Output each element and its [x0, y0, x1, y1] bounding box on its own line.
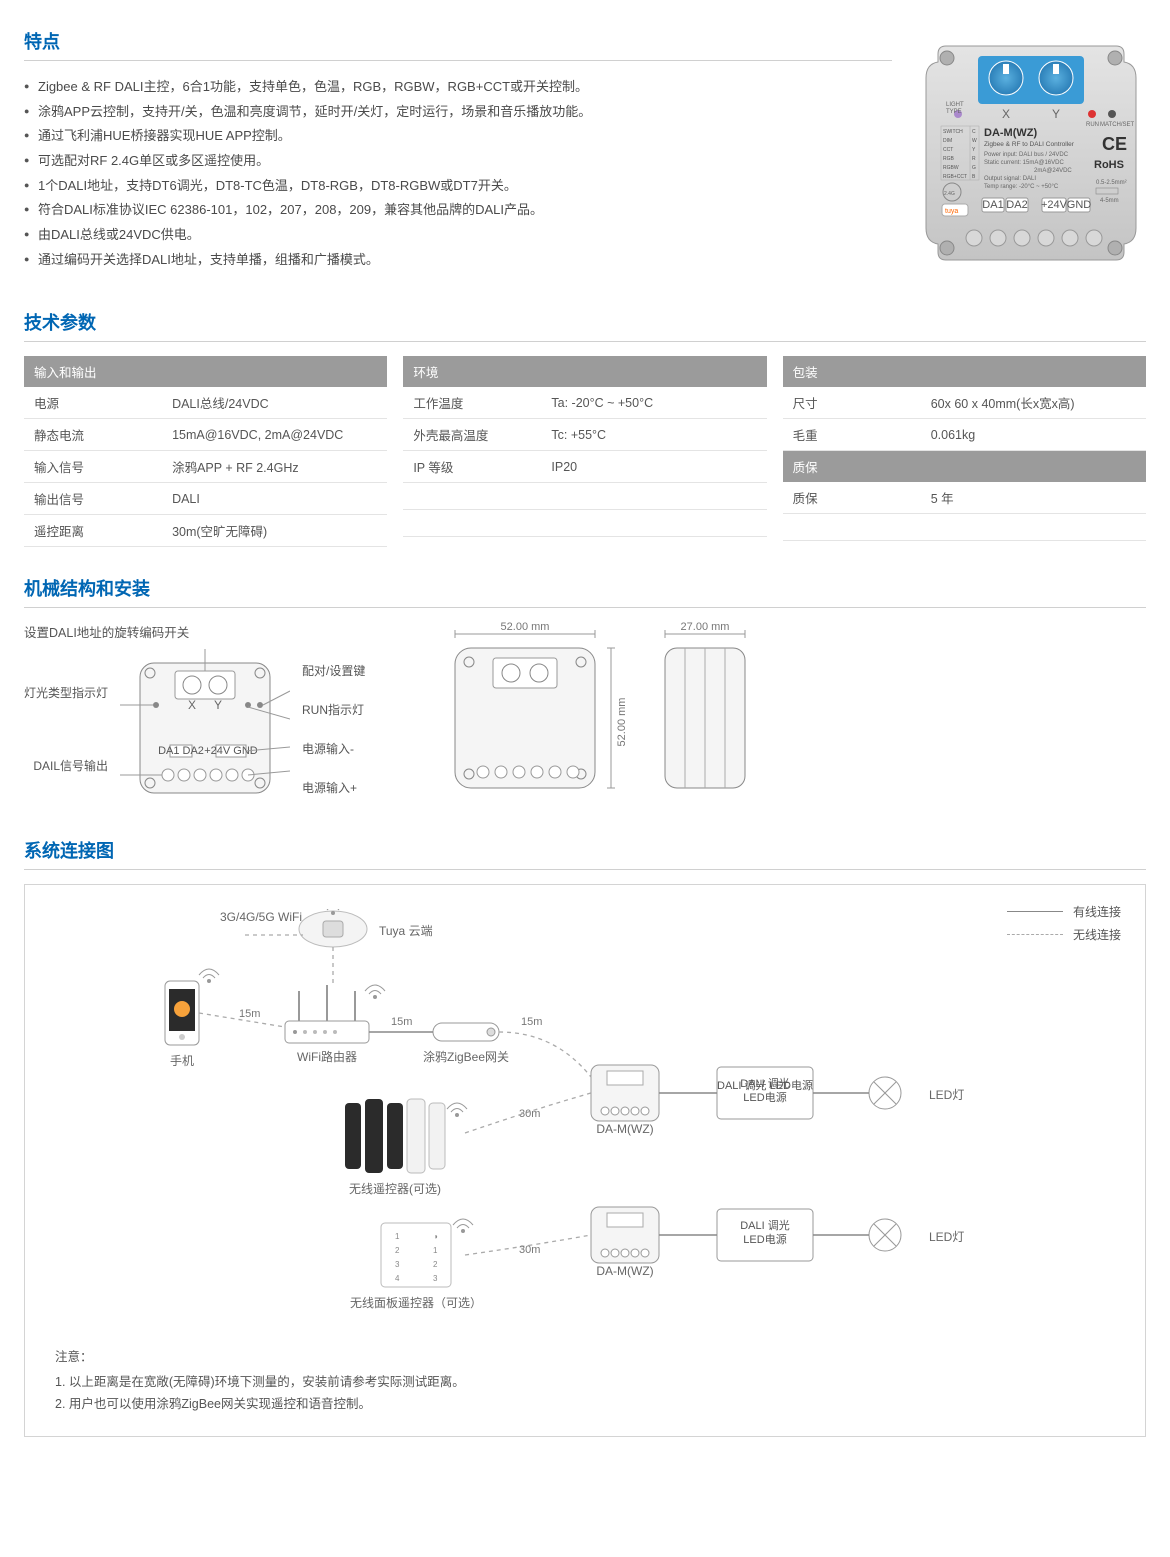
- svg-text:DIM: DIM: [943, 138, 952, 144]
- svg-text:RoHS: RoHS: [1094, 159, 1124, 171]
- svg-text:DALI 调光: DALI 调光: [740, 1218, 790, 1232]
- svg-text:无线遥控器(可选): 无线遥控器(可选): [349, 1182, 441, 1196]
- svg-text:Output signal: DALI: Output signal: DALI: [984, 176, 1036, 182]
- legend: 有线连接 无线连接: [1007, 903, 1121, 949]
- svg-text:DA2: DA2: [1006, 199, 1027, 211]
- mech-label: DAIL信号输出: [24, 757, 108, 774]
- svg-text:R: R: [972, 156, 976, 162]
- svg-text:LED电源: LED电源: [743, 1090, 786, 1104]
- svg-text:DA1 DA2: DA1 DA2: [158, 745, 204, 757]
- svg-text:0.5-2.5mm²: 0.5-2.5mm²: [1096, 180, 1127, 186]
- feature-item: 1个DALI地址，支持DT6调光，DT8-TC色温，DT8-RGB，DT8-RG…: [24, 174, 892, 199]
- svg-text:手机: 手机: [170, 1054, 194, 1068]
- mech-label: 电源输入-: [302, 740, 365, 757]
- feature-item: 涂鸦APP云控制，支持开/关，色温和亮度调节，延时开/关灯，定时运行，场景和音乐…: [24, 100, 892, 125]
- product-image: X Y LIGHT TYPE RUN MATCH/SET DA-M(WZ) Zi…: [916, 28, 1146, 281]
- svg-text:CCT: CCT: [943, 147, 953, 153]
- mech-label: 灯光类型指示灯: [24, 684, 108, 701]
- spec-table-pkg: 包装 尺寸60x 60 x 40mm(长x宽x高) 毛重0.061kg 质保 质…: [783, 356, 1146, 541]
- svg-text:X: X: [188, 698, 196, 712]
- svg-text:Static current: 15mA@16VDC: Static current: 15mA@16VDC: [984, 160, 1064, 166]
- svg-text:52.00 mm: 52.00 mm: [616, 698, 628, 747]
- remote-icons: [345, 1099, 445, 1173]
- feature-item: Zigbee & RF DALI主控，6合1功能，支持单色，色温，RGB，RGB…: [24, 75, 892, 100]
- feature-item: 符合DALI标准协议IEC 62386-101，102，207，208，209，…: [24, 198, 892, 223]
- svg-text:2.4G: 2.4G: [944, 191, 955, 197]
- svg-text:tuya: tuya: [945, 208, 958, 215]
- svg-text:Zigbee & RF to DALI Controller: Zigbee & RF to DALI Controller: [984, 141, 1075, 148]
- svg-text:DA-M(WZ): DA-M(WZ): [596, 1264, 653, 1278]
- rotary-label: 设置DALI地址的旋转编码开关: [24, 622, 365, 641]
- svg-text:30m: 30m: [519, 1244, 540, 1256]
- specs-heading: 技术参数: [24, 309, 1146, 342]
- svg-text:涂鸦ZigBee网关: 涂鸦ZigBee网关: [423, 1049, 509, 1064]
- svg-text:3: 3: [433, 1274, 438, 1283]
- svg-text:Temp range: -20°C ~ +50°C: Temp range: -20°C ~ +50°C: [984, 184, 1059, 190]
- svg-text:52.00 mm: 52.00 mm: [501, 622, 550, 633]
- svg-text:Y: Y: [214, 698, 222, 712]
- svg-text:无线面板遥控器（可选）: 无线面板遥控器（可选）: [350, 1296, 482, 1310]
- svg-text:DA-M(WZ): DA-M(WZ): [596, 1122, 653, 1136]
- svg-text:2: 2: [433, 1260, 438, 1269]
- feature-item: 通过编码开关选择DALI地址，支持单播，组播和广播模式。: [24, 248, 892, 273]
- mech-label: 电源输入+: [302, 779, 365, 796]
- svg-text:WiFi路由器: WiFi路由器: [297, 1049, 357, 1064]
- mech-label: 配对/设置键: [302, 662, 365, 679]
- svg-text:RGB: RGB: [943, 156, 955, 162]
- svg-text:+24V: +24V: [1041, 199, 1068, 211]
- svg-text:RGB+CCT: RGB+CCT: [943, 174, 967, 180]
- svg-text:RGBW: RGBW: [943, 165, 959, 171]
- label-y: Y: [1052, 107, 1060, 121]
- svg-text:CE: CE: [1102, 134, 1127, 154]
- model-label: DA-M(WZ): [984, 127, 1037, 139]
- conn-heading: 系统连接图: [24, 837, 1146, 870]
- svg-text:MATCH/SET: MATCH/SET: [1100, 122, 1135, 128]
- mech-heading: 机械结构和安装: [24, 575, 1146, 608]
- mech-front-diagram: XY DA1 DA2 +24V GND: [120, 649, 290, 809]
- svg-text:30m: 30m: [519, 1108, 540, 1120]
- mech-dims-diagram: 52.00 mm 52.00 mm 27.00 mm: [425, 622, 765, 802]
- spec-table-env: 环境 工作温度Ta: -20°C ~ +50°C 外壳最高温度Tc: +55°C…: [403, 356, 766, 537]
- svg-text:3G/4G/5G WiFi: 3G/4G/5G WiFi: [220, 910, 302, 924]
- feature-item: 由DALI总线或24VDC供电。: [24, 223, 892, 248]
- svg-text:◑: ◑: [433, 1232, 438, 1241]
- svg-text:W: W: [972, 138, 977, 144]
- svg-text:4: 4: [395, 1274, 400, 1283]
- notes: 注意： 1. 以上距离是在宽敞(无障碍)环境下测量的，安装前请参考实际测试距离。…: [55, 1346, 1115, 1416]
- connection-diagram: 有线连接 无线连接: [24, 884, 1146, 1437]
- svg-text:DA1: DA1: [982, 199, 1003, 211]
- svg-text:RUN: RUN: [1086, 122, 1099, 128]
- feature-item: 可选配对RF 2.4G单区或多区遥控使用。: [24, 149, 892, 174]
- label-x: X: [1002, 107, 1010, 121]
- feature-item: 通过飞利浦HUE桥接器实现HUE APP控制。: [24, 124, 892, 149]
- svg-text:LED电源: LED电源: [743, 1232, 786, 1246]
- svg-text:Power input: DALI bus / 24VDC: Power input: DALI bus / 24VDC: [984, 152, 1069, 158]
- svg-text:2: 2: [395, 1246, 400, 1255]
- svg-text:27.00 mm: 27.00 mm: [681, 622, 730, 633]
- svg-text:LED灯: LED灯: [929, 1088, 964, 1102]
- svg-text:Tuya 云端: Tuya 云端: [379, 924, 433, 938]
- svg-text:DALI 调光: DALI 调光: [740, 1076, 790, 1090]
- svg-text:SWITCH: SWITCH: [943, 129, 963, 135]
- svg-text:4-5mm: 4-5mm: [1100, 198, 1119, 204]
- svg-text:LIGHT: LIGHT: [946, 102, 964, 108]
- svg-text:1: 1: [433, 1246, 438, 1255]
- features-heading: 特点: [24, 28, 892, 61]
- svg-text:3: 3: [395, 1260, 400, 1269]
- spec-table-io: 输入和输出 电源DALI总线/24VDC 静态电流15mA@16VDC, 2mA…: [24, 356, 387, 547]
- svg-text:GND: GND: [1067, 199, 1092, 211]
- mech-label: RUN指示灯: [302, 701, 365, 718]
- svg-text:TYPE: TYPE: [946, 109, 962, 115]
- svg-text:G: G: [972, 165, 976, 171]
- features-list: Zigbee & RF DALI主控，6合1功能，支持单色，色温，RGB，RGB…: [24, 75, 892, 273]
- svg-text:1: 1: [395, 1232, 400, 1241]
- svg-text:15m: 15m: [239, 1008, 260, 1020]
- svg-text:LED灯: LED灯: [929, 1230, 964, 1244]
- svg-text:C: C: [972, 129, 976, 135]
- svg-text:15m: 15m: [391, 1016, 412, 1028]
- svg-text:2mA@24VDC: 2mA@24VDC: [1034, 168, 1072, 174]
- svg-text:15m: 15m: [521, 1016, 542, 1028]
